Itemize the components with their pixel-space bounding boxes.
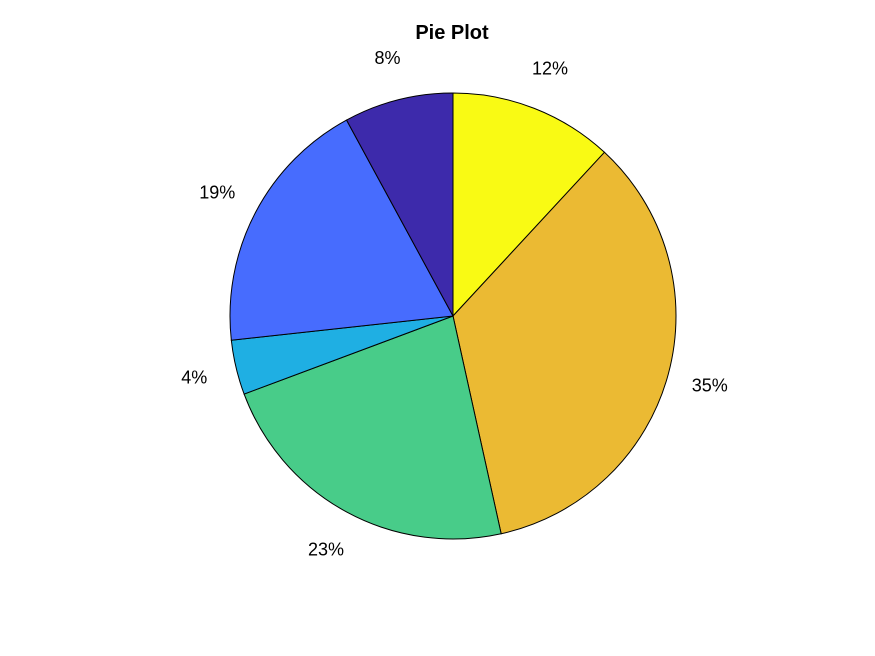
pie-slice-label-1: 35% [692,376,728,396]
pie-slice-0 [452,92,606,318]
chart-title: Pie Plot [415,22,489,44]
pie-slice-label-2: 23% [308,540,344,560]
pie-slice-label-4: 19% [199,183,235,203]
pie-slice-label-5: 8% [374,48,400,68]
pie-slice-4 [229,119,454,341]
pie-slice-5 [345,92,454,317]
pie-slice-label-0: 12% [532,58,568,78]
pie-slice-2 [243,315,502,540]
pie-labels: 12% 35% 23% 4% 19% 8% [181,48,728,560]
pie-slice-label-3: 4% [181,368,207,388]
pie-slices [229,92,677,540]
pie-slice-1 [452,151,677,535]
